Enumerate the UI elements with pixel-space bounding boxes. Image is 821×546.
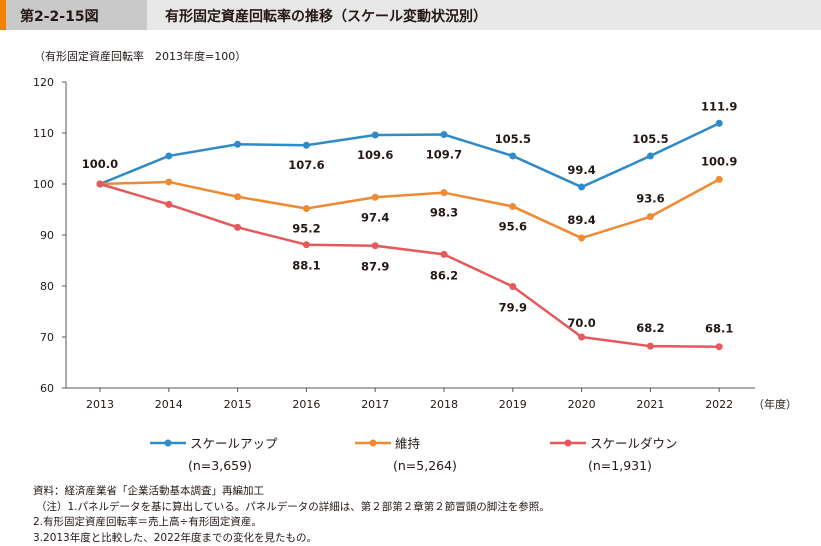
data-point — [371, 242, 379, 250]
data-label: 100.0 — [82, 157, 118, 171]
series-line-2 — [99, 178, 720, 240]
data-point — [715, 343, 723, 351]
x-tick-label: 2020 — [568, 398, 596, 411]
figure-title: 有形固定資産回転率の推移（スケール変動状況別） — [165, 9, 487, 25]
data-point — [234, 140, 242, 148]
source-note: 資料：経済産業省「企業活動基本調査」再編加工 — [33, 485, 264, 497]
data-label: 95.6 — [499, 219, 527, 233]
legend-marker — [164, 439, 172, 447]
data-label: 68.2 — [636, 321, 664, 335]
legend-marker — [564, 439, 572, 447]
series-line-3 — [99, 182, 720, 348]
data-point — [440, 189, 448, 197]
data-label: 95.2 — [292, 221, 320, 235]
data-point — [646, 152, 654, 160]
data-point — [165, 200, 173, 208]
notes: 資料：経済産業省「企業活動基本調査」再編加工 （注）1.パネルデータを基に算出し… — [33, 484, 550, 546]
series-line-1 — [99, 122, 720, 189]
data-point — [371, 193, 379, 201]
y-tick-label: 70 — [40, 331, 54, 344]
data-point — [302, 241, 310, 249]
data-point — [509, 152, 517, 160]
header-accent-bar — [0, 0, 6, 30]
data-point — [234, 193, 242, 201]
y-tick-label: 60 — [40, 382, 54, 395]
data-point — [646, 213, 654, 221]
data-label: 105.5 — [495, 132, 531, 146]
data-point — [440, 131, 448, 139]
data-label: 86.2 — [430, 268, 458, 282]
x-axis-label: （年度） — [753, 397, 797, 411]
y-tick-label: 90 — [40, 229, 54, 242]
data-point — [715, 119, 723, 127]
data-label: 109.7 — [426, 148, 462, 162]
figure-number: 第2-2-15図 — [20, 9, 99, 25]
legend-count: (n=1,931) — [588, 458, 652, 473]
data-label: 88.1 — [292, 259, 320, 273]
y-tick-label: 100 — [33, 178, 54, 191]
data-point — [578, 183, 586, 191]
data-label: 79.9 — [499, 301, 527, 315]
data-label: 70.0 — [567, 316, 595, 330]
data-point — [646, 342, 654, 350]
data-point — [509, 202, 517, 210]
legend-count: (n=3,659) — [188, 458, 252, 473]
x-tick-label: 2013 — [86, 398, 114, 411]
data-label: 109.6 — [357, 148, 393, 162]
x-tick-label: 2021 — [636, 398, 664, 411]
x-tick-label: 2018 — [430, 398, 458, 411]
legend-count: (n=5,264) — [393, 458, 457, 473]
data-point — [96, 180, 104, 188]
figure-header: 第2-2-15図 有形固定資産回転率の推移（スケール変動状況別） — [0, 0, 821, 30]
data-label: 93.6 — [636, 192, 664, 206]
data-point — [165, 178, 173, 186]
data-label: 87.9 — [361, 260, 389, 274]
legend-label: スケールダウン — [590, 436, 678, 451]
legend-label: 維持 — [395, 436, 420, 451]
data-label: 89.4 — [567, 213, 595, 227]
data-point — [165, 152, 173, 160]
data-label: 99.4 — [567, 163, 595, 177]
data-label: 111.9 — [701, 99, 737, 113]
note-2: 2.有形固定資産回転率＝売上高÷有形固定資産。 — [33, 516, 262, 528]
data-label: 68.1 — [705, 322, 733, 336]
x-tick-label: 2016 — [292, 398, 320, 411]
x-tick-label: 2022 — [705, 398, 733, 411]
x-tick-label: 2019 — [499, 398, 527, 411]
x-tick-label: 2017 — [361, 398, 389, 411]
y-tick-label: 80 — [40, 280, 54, 293]
note-1: （注）1.パネルデータを基に算出している。パネルデータの詳細は、第２部第２章第２… — [36, 500, 550, 513]
data-point — [578, 333, 586, 341]
legend-label: スケールアップ — [190, 436, 278, 451]
figure-number-box: 第2-2-15図 — [0, 0, 147, 30]
legend-marker — [369, 439, 377, 447]
data-point — [440, 250, 448, 258]
data-label: 97.4 — [361, 210, 389, 224]
data-point — [302, 204, 310, 212]
y-tick-label: 120 — [33, 76, 54, 89]
data-label: 105.5 — [632, 132, 668, 146]
data-point — [715, 175, 723, 183]
data-point — [371, 131, 379, 139]
y-axis-unit-label: （有形固定資産回転率 2013年度=100） — [34, 50, 247, 63]
x-tick-label: 2014 — [155, 398, 183, 411]
data-point — [509, 283, 517, 291]
data-label: 100.9 — [701, 154, 737, 168]
note-3: 3.2013年度と比較した、2022年度までの変化を見たもの。 — [33, 531, 317, 544]
data-point — [302, 141, 310, 149]
data-label: 98.3 — [430, 206, 458, 220]
data-label: 107.6 — [288, 158, 324, 172]
data-point — [234, 223, 242, 231]
x-tick-label: 2015 — [224, 398, 252, 411]
data-point — [578, 234, 586, 242]
y-tick-label: 110 — [33, 127, 54, 140]
